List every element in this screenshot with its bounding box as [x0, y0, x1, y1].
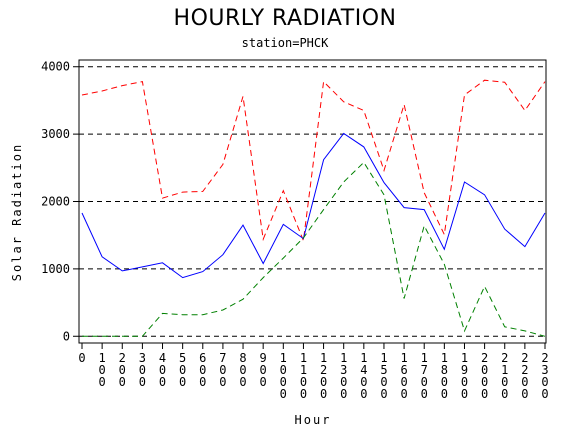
- series-line-1: [81, 132, 546, 279]
- grid-layer: [79, 66, 546, 337]
- chart-subtitle: station=PHCK: [241, 36, 329, 50]
- y-tick-label: 1000: [41, 262, 70, 276]
- series-line-2: [82, 161, 546, 337]
- y-tick-label: 3000: [41, 127, 70, 141]
- y-axis-label: Solar Radiation: [10, 143, 24, 281]
- y-tick-label: 4000: [41, 60, 70, 74]
- y-tick-label: 0: [63, 329, 70, 343]
- x-axis-label: Hour: [295, 413, 332, 427]
- y-tick-label: 2000: [41, 195, 70, 209]
- x-axis: 0 1 0 0 2 0 0 3 0 0 4 0 0 5 0 0 6 0 0 7 0 0 8 0 0 9 0 0 1 0 0 0 1 1 0 0 1 2 0 0…: [78, 343, 549, 401]
- series-line-0: [81, 79, 546, 243]
- chart-title: HOURLY RADIATION: [173, 6, 397, 31]
- y-axis: 0 1000 2000 3000 4000: [41, 60, 79, 343]
- series-layer: [81, 79, 546, 337]
- x-tick-label: 0: [78, 351, 85, 365]
